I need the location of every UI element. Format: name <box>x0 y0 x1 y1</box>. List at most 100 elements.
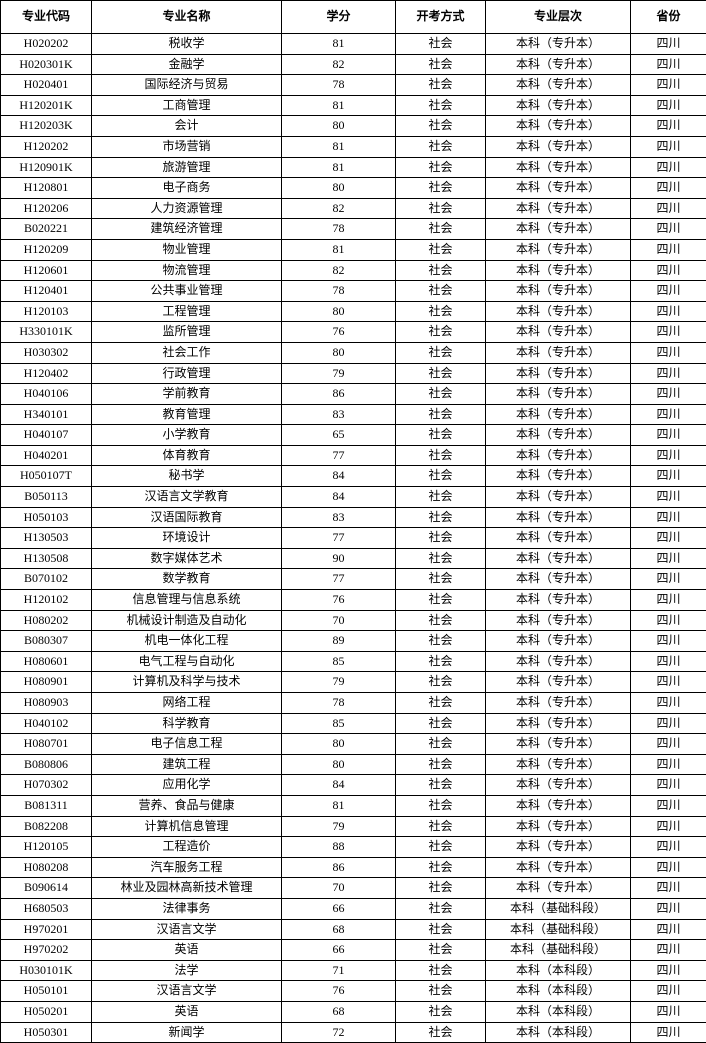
cell: 应用化学 <box>92 775 282 796</box>
cell: 学前教育 <box>92 384 282 405</box>
cell: 本科（专升本） <box>486 857 631 878</box>
cell: 本科（专升本） <box>486 54 631 75</box>
col-level: 专业层次 <box>486 1 631 34</box>
table-row: H080701电子信息工程80社会本科（专升本）四川 <box>1 734 706 755</box>
cell: 社会 <box>396 1001 486 1022</box>
cell: 社会 <box>396 693 486 714</box>
table-row: H970202英语66社会本科（基础科段）四川 <box>1 940 706 961</box>
cell: 社会 <box>396 95 486 116</box>
cell: 社会 <box>396 610 486 631</box>
cell: 本科（专升本） <box>486 198 631 219</box>
cell: 四川 <box>631 631 706 652</box>
cell: 数字媒体艺术 <box>92 548 282 569</box>
cell: 社会 <box>396 178 486 199</box>
cell: 英语 <box>92 940 282 961</box>
cell: 四川 <box>631 734 706 755</box>
cell: 社会 <box>396 322 486 343</box>
table-row: H080903网络工程78社会本科（专升本）四川 <box>1 693 706 714</box>
cell: 本科（专升本） <box>486 116 631 137</box>
col-province: 省份 <box>631 1 706 34</box>
cell: 66 <box>282 940 396 961</box>
cell: 四川 <box>631 425 706 446</box>
table-row: H040102科学教育85社会本科（专升本）四川 <box>1 713 706 734</box>
cell: 本科（专升本） <box>486 837 631 858</box>
cell: 本科（专升本） <box>486 178 631 199</box>
cell: H020202 <box>1 34 92 55</box>
cell: 工程造价 <box>92 837 282 858</box>
cell: 四川 <box>631 466 706 487</box>
cell: 四川 <box>631 898 706 919</box>
table-row: B020221建筑经济管理78社会本科（专升本）四川 <box>1 219 706 240</box>
cell: 体育教育 <box>92 445 282 466</box>
table-row: H020301K金融学82社会本科（专升本）四川 <box>1 54 706 75</box>
cell: H120201K <box>1 95 92 116</box>
cell: 数学教育 <box>92 569 282 590</box>
cell: H080901 <box>1 672 92 693</box>
cell: 社会 <box>396 878 486 899</box>
cell: 四川 <box>631 1001 706 1022</box>
cell: 社会 <box>396 507 486 528</box>
cell: 本科（本科段） <box>486 1022 631 1043</box>
table-row: H030101K法学71社会本科（本科段）四川 <box>1 960 706 981</box>
cell: 建筑经济管理 <box>92 219 282 240</box>
cell: H970202 <box>1 940 92 961</box>
cell: H030302 <box>1 342 92 363</box>
cell: 四川 <box>631 322 706 343</box>
cell: 四川 <box>631 404 706 425</box>
cell: 81 <box>282 34 396 55</box>
cell: 四川 <box>631 260 706 281</box>
cell: 机械设计制造及自动化 <box>92 610 282 631</box>
cell: 本科（本科段） <box>486 960 631 981</box>
cell: H120202 <box>1 136 92 157</box>
cell: 社会 <box>396 425 486 446</box>
table-row: H050301新闻学72社会本科（本科段）四川 <box>1 1022 706 1043</box>
cell: 四川 <box>631 1022 706 1043</box>
cell: 70 <box>282 610 396 631</box>
cell: 本科（专升本） <box>486 734 631 755</box>
cell: 社会工作 <box>92 342 282 363</box>
cell: 社会 <box>396 940 486 961</box>
cell: 90 <box>282 548 396 569</box>
cell: 工商管理 <box>92 95 282 116</box>
cell: H120206 <box>1 198 92 219</box>
cell: 本科（本科段） <box>486 981 631 1002</box>
table-row: H070302应用化学84社会本科（专升本）四川 <box>1 775 706 796</box>
cell: 80 <box>282 734 396 755</box>
cell: 85 <box>282 651 396 672</box>
cell: 68 <box>282 1001 396 1022</box>
cell: 79 <box>282 363 396 384</box>
cell: B080307 <box>1 631 92 652</box>
cell: 四川 <box>631 54 706 75</box>
cell: 本科（专升本） <box>486 693 631 714</box>
table-row: H050103汉语国际教育83社会本科（专升本）四川 <box>1 507 706 528</box>
cell: 四川 <box>631 651 706 672</box>
cell: 社会 <box>396 795 486 816</box>
cell: 机电一体化工程 <box>92 631 282 652</box>
cell: 89 <box>282 631 396 652</box>
cell: 四川 <box>631 136 706 157</box>
cell: 本科（专升本） <box>486 672 631 693</box>
table-row: H120203K会计80社会本科（专升本）四川 <box>1 116 706 137</box>
cell: H020301K <box>1 54 92 75</box>
cell: 社会 <box>396 404 486 425</box>
cell: 社会 <box>396 260 486 281</box>
cell: 80 <box>282 116 396 137</box>
cell: 本科（专升本） <box>486 342 631 363</box>
cell: 社会 <box>396 342 486 363</box>
cell: 本科（专升本） <box>486 775 631 796</box>
cell: 新闻学 <box>92 1022 282 1043</box>
cell: 本科（专升本） <box>486 219 631 240</box>
cell: 81 <box>282 157 396 178</box>
cell: B080806 <box>1 754 92 775</box>
cell: 社会 <box>396 301 486 322</box>
cell: 四川 <box>631 795 706 816</box>
table-row: H080208汽车服务工程86社会本科（专升本）四川 <box>1 857 706 878</box>
cell: H080202 <box>1 610 92 631</box>
table-row: B081311营养、食品与健康81社会本科（专升本）四川 <box>1 795 706 816</box>
cell: 社会 <box>396 837 486 858</box>
cell: 65 <box>282 425 396 446</box>
cell: 四川 <box>631 940 706 961</box>
cell: 83 <box>282 507 396 528</box>
cell: 76 <box>282 590 396 611</box>
cell: 本科（专升本） <box>486 466 631 487</box>
